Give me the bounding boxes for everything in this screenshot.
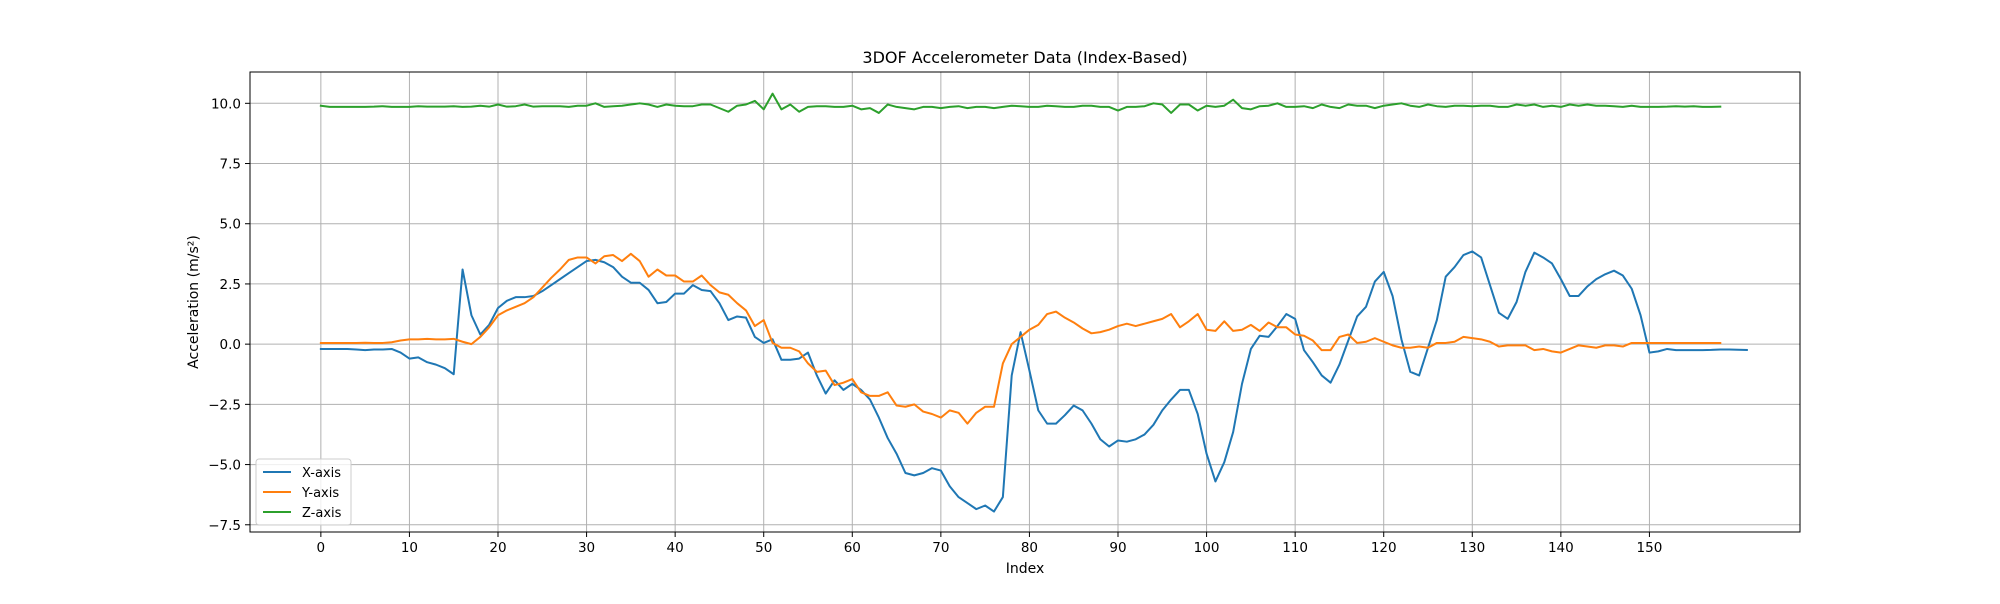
y-tick-label: 7.5 bbox=[220, 157, 241, 173]
axis-ticks: 0 10 20 30 40 50 60 70 80 90 100 110 120 130 140 150 −7.… bbox=[208, 96, 1662, 556]
plot-frame bbox=[249, 71, 1801, 533]
y-tick-label: 2.5 bbox=[220, 277, 241, 293]
x-tick-label: 20 bbox=[489, 540, 506, 556]
x-tick-label: 120 bbox=[1371, 540, 1397, 556]
x-tick-label: 110 bbox=[1282, 540, 1308, 556]
y-tick-label: 0.0 bbox=[220, 337, 241, 353]
plot-area bbox=[250, 72, 1800, 532]
x-tick-label: 130 bbox=[1459, 540, 1485, 556]
series-line-x-axis bbox=[319, 250, 1748, 513]
x-tick-label: 30 bbox=[578, 540, 595, 556]
series-line-z-axis bbox=[319, 92, 1722, 114]
legend-label-y-axis: Y-axis bbox=[301, 486, 339, 501]
x-tick-label: 150 bbox=[1637, 540, 1663, 556]
x-tick-label: 80 bbox=[1021, 540, 1038, 556]
x-tick-label: 40 bbox=[667, 540, 684, 556]
y-tick-label: −7.5 bbox=[208, 518, 241, 534]
y-axis-label: Acceleration (m/s²) bbox=[186, 235, 202, 369]
x-axis-label: Index bbox=[1006, 561, 1045, 577]
y-tick-label: −5.0 bbox=[208, 458, 241, 474]
chart-title: 3DOF Accelerometer Data (Index-Based) bbox=[862, 48, 1187, 67]
y-tick-label: −2.5 bbox=[208, 397, 241, 413]
x-tick-label: 140 bbox=[1548, 540, 1574, 556]
y-tick-label: 5.0 bbox=[220, 217, 241, 233]
series-lines bbox=[319, 92, 1748, 513]
series-line-y-axis bbox=[319, 252, 1722, 425]
x-tick-label: 10 bbox=[401, 540, 418, 556]
legend-box bbox=[255, 458, 352, 526]
legend-label-x-axis: X-axis bbox=[302, 466, 341, 481]
x-tick-label: 60 bbox=[844, 540, 861, 556]
x-tick-label: 70 bbox=[932, 540, 949, 556]
legend: X-axis Y-axis Z-axis bbox=[255, 458, 352, 526]
x-tick-label: 0 bbox=[317, 540, 326, 556]
y-tick-label: 10.0 bbox=[211, 96, 241, 112]
x-tick-label: 50 bbox=[755, 540, 772, 556]
x-tick-label: 100 bbox=[1194, 540, 1220, 556]
x-tick-label: 90 bbox=[1109, 540, 1126, 556]
legend-label-z-axis: Z-axis bbox=[302, 506, 342, 521]
